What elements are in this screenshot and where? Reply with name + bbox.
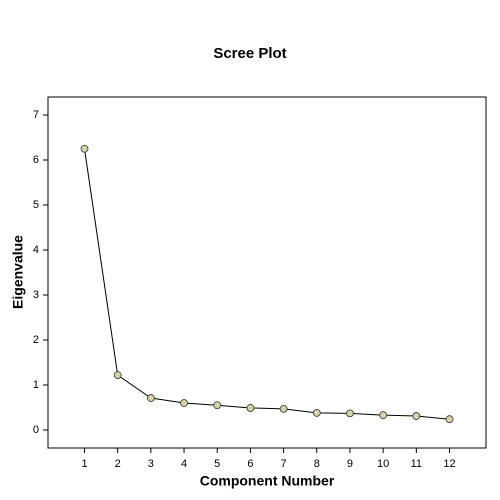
x-tick-label: 7 — [281, 458, 287, 470]
x-axis-label: Component Number — [200, 473, 335, 489]
y-tick-label: 2 — [33, 334, 39, 346]
marker — [180, 399, 188, 407]
marker — [379, 411, 388, 420]
y-tick-label: 3 — [33, 289, 39, 301]
marker — [412, 412, 421, 420]
chart-title: Scree Plot — [213, 45, 286, 62]
x-tick-label: 11 — [411, 458, 422, 470]
marker — [213, 401, 222, 410]
marker — [312, 408, 321, 417]
marker — [246, 404, 255, 412]
x-tick-label: 9 — [347, 458, 353, 470]
x-tick-label: 2 — [115, 458, 121, 470]
x-tick-label: 8 — [314, 458, 320, 470]
x-tick-label: 6 — [247, 458, 253, 470]
marker — [113, 371, 122, 380]
x-tick-label: 12 — [443, 458, 455, 470]
y-axis-label: Eigenvalue — [10, 235, 26, 309]
x-tick-label: 1 — [81, 458, 87, 470]
y-tick-label: 0 — [33, 424, 39, 436]
y-tick-label: 6 — [33, 154, 39, 166]
plot-frame — [47, 96, 487, 449]
marker — [346, 409, 354, 418]
marker — [80, 144, 89, 153]
marker — [146, 394, 155, 402]
y-tick-label: 7 — [33, 109, 39, 121]
x-tick-label: 5 — [214, 458, 220, 470]
y-tick-label: 1 — [33, 379, 39, 391]
marker — [279, 404, 288, 413]
x-tick-label: 4 — [181, 458, 187, 470]
line — [84, 148, 450, 420]
x-tick-label: 3 — [148, 458, 154, 470]
x-tick-label: 10 — [377, 458, 389, 470]
marker — [445, 415, 454, 424]
y-tick-label: 4 — [33, 244, 39, 256]
y-tick-label: 5 — [33, 199, 39, 211]
